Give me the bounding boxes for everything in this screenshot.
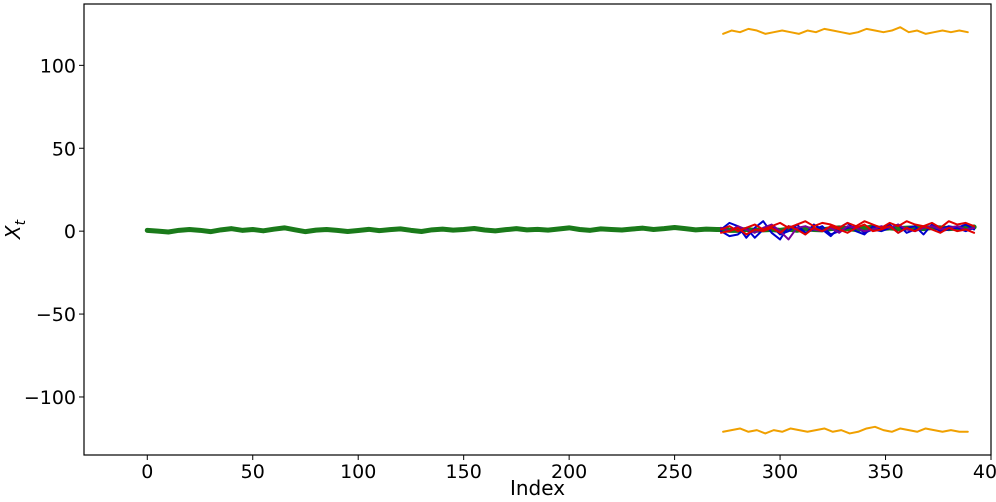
series-line-7	[720, 223, 976, 236]
series-line-5	[720, 223, 976, 241]
y-tick-label: 100	[40, 55, 76, 77]
series-line-8	[722, 26, 969, 35]
y-tick-label: 0	[64, 221, 76, 243]
x-tick-label: 50	[241, 461, 265, 483]
series-line-6	[720, 220, 976, 233]
x-tick-label: 0	[141, 461, 153, 483]
y-tick-label: 50	[52, 138, 76, 160]
y-tick-label: −50	[36, 304, 76, 326]
x-tick-label: 300	[762, 461, 798, 483]
x-tick-label: 150	[446, 461, 482, 483]
x-tick-label: 100	[340, 461, 376, 483]
series-line-9	[722, 425, 969, 435]
x-axis-label: Index	[510, 476, 565, 500]
x-axis-ticks: 0 50 100 150 200 250 300 350 400	[141, 455, 996, 483]
series-line-1	[144, 225, 730, 235]
y-axis-label-main: X	[1, 224, 25, 240]
x-tick-label: 250	[656, 461, 692, 483]
y-axis-label-subscript: t	[13, 219, 29, 225]
y-axis-label: Xt	[1, 219, 29, 240]
chart-marks	[144, 26, 977, 435]
x-tick-label: 400	[973, 461, 996, 483]
plot-frame	[83, 3, 992, 456]
x-tick-label: 350	[867, 461, 903, 483]
y-tick-label: −100	[24, 387, 76, 409]
y-axis-ticks: 100 50 0 −50 −100	[24, 55, 84, 409]
x-tick-label: 200	[551, 461, 587, 483]
